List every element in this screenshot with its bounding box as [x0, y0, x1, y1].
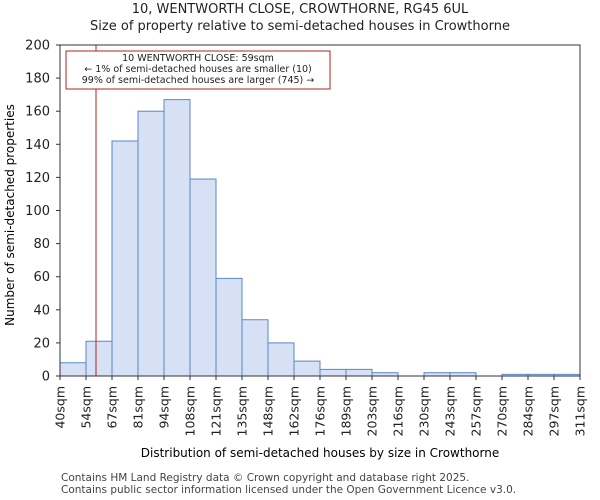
- histogram-bar-54sqm: [85, 340, 113, 377]
- chart-subtitle: Size of property relative to semi-detach…: [90, 19, 510, 34]
- x-tick-label: 230sqm: [417, 386, 432, 436]
- x-tick-label: 67sqm: [105, 386, 120, 429]
- plot-frame: [59, 44, 581, 377]
- x-tick-label: 94sqm: [157, 386, 172, 429]
- annotation-line-1: 10 WENTWORTH CLOSE: 59sqm: [122, 53, 274, 64]
- x-tick-label: 81sqm: [131, 386, 146, 429]
- y-tick-label: 120: [25, 171, 50, 186]
- x-axis-ticks: 40sqm 54sqm 67sqm 81sqm 94sqm 108sqm 121sqm 135…: [53, 376, 588, 436]
- y-axis-label: Number of semi-detached properties: [3, 104, 17, 326]
- x-tick-label: 135sqm: [235, 386, 250, 436]
- x-tick-label: 148sqm: [261, 386, 276, 436]
- x-tick-label: 297sqm: [547, 386, 562, 436]
- y-tick-label: 160: [25, 105, 50, 120]
- y-tick-label: 140: [25, 138, 50, 153]
- x-tick-label: 270sqm: [495, 386, 510, 436]
- histogram-bar-176sqm: [319, 368, 347, 377]
- chart-title: 10, WENTWORTH CLOSE, CROWTHORNE, RG45 6U…: [131, 2, 469, 17]
- footer-licence: Contains public sector information licen…: [61, 484, 517, 496]
- bars-group: [59, 99, 581, 377]
- histogram-bar-135sqm: [241, 319, 269, 377]
- histogram-bar-108sqm: [189, 178, 217, 377]
- y-axis-ticks: 0 20 40 60 80 100 120 140 160 180 200: [25, 39, 60, 385]
- histogram-bar-121sqm: [215, 277, 243, 377]
- histogram-bar-94sqm: [163, 99, 191, 377]
- x-tick-label: 40sqm: [53, 386, 68, 429]
- x-tick-label: 54sqm: [79, 386, 94, 429]
- histogram-bar-81sqm: [137, 110, 165, 377]
- y-tick-label: 60: [33, 270, 50, 285]
- x-tick-label: 189sqm: [339, 386, 354, 436]
- x-axis-label: Distribution of semi-detached houses by …: [141, 446, 499, 460]
- y-tick-label: 80: [33, 237, 50, 252]
- x-tick-label: 203sqm: [365, 386, 380, 436]
- annotation-line-2: ← 1% of semi-detached houses are smaller…: [84, 64, 312, 75]
- y-tick-label: 20: [33, 336, 50, 351]
- histogram-bar-40sqm: [59, 362, 87, 377]
- x-tick-label: 176sqm: [313, 386, 328, 436]
- y-tick-label: 200: [25, 39, 50, 54]
- histogram-chart: 0 20 40 60 80 100 120 140 160 180 200 40sqm 54sqm 67…: [3, 39, 588, 461]
- annotation-border: [65, 50, 331, 90]
- x-tick-label: 216sqm: [391, 386, 406, 436]
- y-tick-label: 100: [25, 204, 50, 219]
- histogram-bar-162sqm: [293, 360, 321, 377]
- footer-copyright: Contains HM Land Registry data © Crown c…: [61, 472, 470, 484]
- annotation-box: 10 WENTWORTH CLOSE: 59sqm ← 1% of semi-d…: [65, 50, 331, 90]
- histogram-bar-148sqm: [267, 342, 295, 377]
- x-tick-label: 257sqm: [469, 386, 484, 436]
- histogram-bar-189sqm: [345, 368, 373, 377]
- x-tick-label: 284sqm: [521, 386, 536, 436]
- x-tick-label: 162sqm: [287, 386, 302, 436]
- x-tick-label: 121sqm: [209, 386, 224, 436]
- y-tick-label: 180: [25, 72, 50, 87]
- y-tick-label: 40: [33, 303, 50, 318]
- y-tick-label: 0: [42, 370, 50, 385]
- annotation-line-3: 99% of semi-detached houses are larger (…: [82, 75, 315, 86]
- x-tick-label: 108sqm: [183, 386, 198, 436]
- histogram-bar-67sqm: [111, 140, 139, 377]
- x-tick-label: 243sqm: [443, 386, 458, 436]
- x-tick-label: 311sqm: [573, 386, 588, 436]
